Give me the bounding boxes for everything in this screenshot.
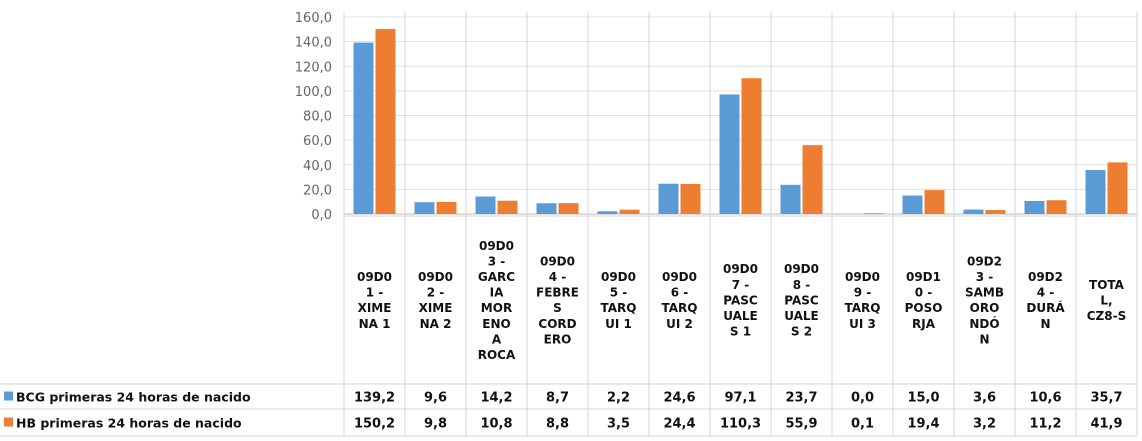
y-tick-label: 20,0 [303,183,332,198]
bar [924,190,945,214]
data-value: 8,7 [546,391,569,406]
data-value: 9,6 [424,391,447,406]
bar [1024,200,1045,214]
bar [985,210,1006,214]
bar [619,209,640,214]
bar [1107,162,1128,214]
data-value: 19,4 [907,417,939,432]
legend-label: BCG primeras 24 horas de nacido [16,390,251,405]
category-label: 09D0 9 -TARQ UI 3 [845,270,881,331]
data-value: 139,2 [354,391,395,406]
y-tick-label: 120,0 [295,60,332,75]
data-value: 41,9 [1090,417,1122,432]
bar [353,42,374,214]
data-value: 110,3 [720,417,761,432]
bar [1085,170,1106,214]
data-value: 0,0 [851,391,874,406]
data-value: 10,6 [1029,391,1061,406]
bar [1046,200,1067,214]
data-value: 0,1 [851,417,874,432]
category-label: 09D0 8 -PASC UALE S 2 [784,262,819,338]
category-label: TOTA L, CZ8-S [1087,278,1126,323]
data-value: 24,6 [663,391,695,406]
data-value: 11,2 [1029,417,1061,432]
bar [741,78,762,215]
category-label: 09D0 5 -TARQ UI 1 [601,270,637,331]
bar [863,213,884,214]
bar [719,94,740,214]
bar [680,183,701,214]
data-value: 10,8 [480,417,512,432]
category-label: 09D1 0 -POSO RJA [905,270,943,331]
category-label: 09D0 4 -FEBRE S CORD ERO [536,254,579,346]
y-tick-label: 100,0 [295,85,332,100]
category-label: 09D0 7 -PASC UALE S 1 [723,262,758,338]
bar [375,29,396,214]
y-tick-label: 160,0 [295,11,332,26]
data-value: 15,0 [907,391,939,406]
category-label: 09D0 2 -XIME NA 2 [418,270,453,331]
y-tick-label: 0,0 [311,208,332,223]
bar [658,183,679,214]
data-value: 2,2 [607,391,630,406]
data-value: 14,2 [480,391,512,406]
data-value: 97,1 [724,391,756,406]
category-label: 09D0 6 -TARQ UI 2 [662,270,698,331]
category-labels: 09D0 1 -XIME NA 1 09D0 2 -XIME NA 2 09D0 3 -GAR… [357,239,1126,362]
data-values: 139,2 9,6 14,2 8,7 2,2 24,6 97,1 23,7 0,0 15,0 3,6… [354,391,1123,432]
bar [963,209,984,214]
bar [536,203,557,214]
bar [902,195,923,214]
bar [475,196,496,214]
gridlines [344,16,1137,215]
bars [353,29,1128,215]
y-tick-label: 40,0 [303,159,332,174]
data-value: 24,4 [663,417,695,432]
data-value: 3,6 [973,391,996,406]
data-value: 3,5 [607,417,630,432]
bar [597,211,618,214]
bar [414,202,435,214]
bar [802,145,823,214]
y-axis-ticks: 0,0 20,0 40,0 60,0 80,0 100,0 120,0 140,0 160,0 [295,11,332,223]
data-value: 150,2 [354,417,395,432]
bar [497,200,518,214]
category-label: 09D0 3 -GARC IA MOR ENO A ROCA [478,239,516,362]
data-table [0,12,1138,437]
category-label: 09D2 4 -DURÁ N [1026,270,1065,331]
data-value: 35,7 [1090,391,1122,406]
data-value: 3,2 [973,417,996,432]
legend-key [4,391,13,401]
category-label: 09D2 3 -SAMB ORO NDÓ N [965,254,1004,346]
category-label: 09D0 1 -XIME NA 1 [357,270,392,331]
data-value: 8,8 [546,417,569,432]
legend: BCG primeras 24 horas de nacido HB primer… [4,390,251,431]
bar [558,203,579,214]
bar [780,184,801,214]
bar [436,201,457,214]
y-tick-label: 60,0 [303,134,332,149]
legend-key [4,417,13,427]
data-value: 23,7 [785,391,817,406]
data-value: 55,9 [785,417,817,432]
y-tick-label: 80,0 [303,110,332,125]
legend-label: HB primeras 24 horas de nacido [16,416,242,431]
y-tick-label: 140,0 [295,36,332,51]
data-value: 9,8 [424,417,447,432]
